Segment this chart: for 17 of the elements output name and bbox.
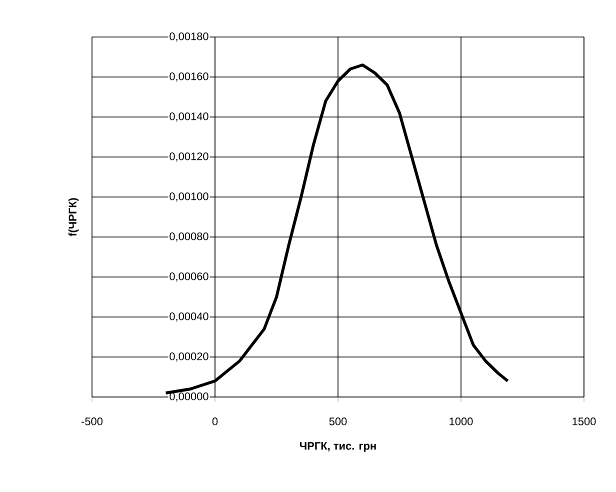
x-tick-label: -500	[82, 418, 103, 426]
x-axis-title: ЧРГК, тис. грн	[300, 442, 376, 452]
y-tick-label: 0,00020	[170, 352, 208, 362]
y-tick-label: 0,00120	[170, 152, 208, 162]
y-tick-label: 0,00060	[170, 272, 208, 282]
y-tick-label: 0,00180	[170, 32, 208, 42]
x-tick-label: 1000	[450, 418, 473, 426]
y-tick-label: 0,00000	[170, 392, 208, 402]
x-tick-label: 500	[329, 418, 347, 426]
x-tick-label: 1500	[572, 418, 596, 426]
x-tick-label: 0	[212, 418, 218, 426]
y-tick-label: 0,00140	[170, 112, 208, 122]
y-tick-label: 0,00080	[170, 232, 208, 242]
y-tick-label: 0,00040	[170, 312, 208, 322]
y-tick-label: 0,00160	[170, 72, 208, 82]
y-axis-title: f(ЧРГК)	[68, 198, 79, 236]
y-tick-label: 0,00100	[170, 192, 208, 202]
